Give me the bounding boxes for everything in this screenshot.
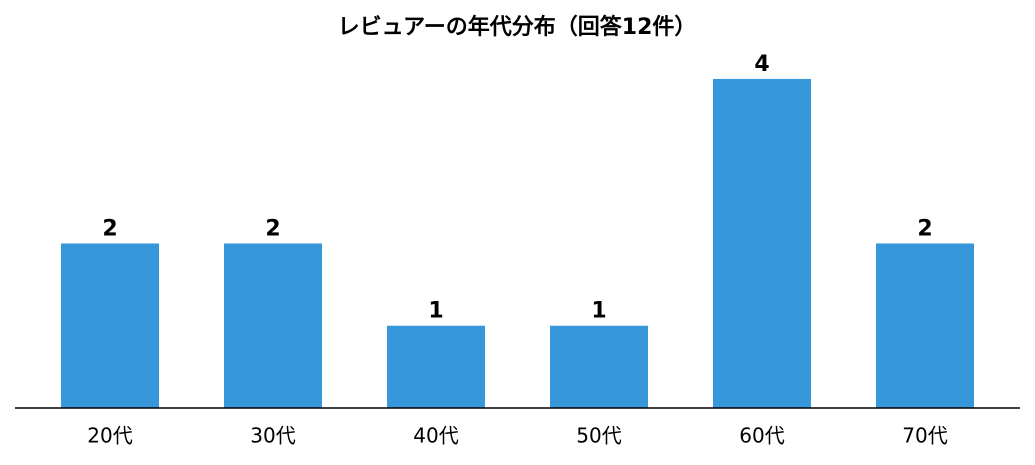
- bar: [876, 243, 974, 408]
- value-label: 1: [591, 299, 606, 324]
- x-tick-label: 40代: [413, 424, 458, 448]
- x-tick-label: 60代: [739, 424, 784, 448]
- bar: [550, 325, 648, 408]
- chart-title: レビュアーの年代分布（回答12件）: [338, 14, 697, 40]
- value-label: 4: [754, 52, 769, 77]
- x-tick-label: 30代: [250, 424, 295, 448]
- x-tick-label: 20代: [87, 424, 132, 448]
- x-tick-label: 50代: [576, 424, 621, 448]
- bar: [61, 243, 159, 408]
- x-tick-label: 70代: [902, 424, 947, 448]
- value-label: 2: [917, 216, 932, 241]
- bar: [713, 78, 811, 408]
- bar: [387, 325, 485, 408]
- value-label: 2: [265, 216, 280, 241]
- value-label: 1: [428, 299, 443, 324]
- value-label: 2: [102, 216, 117, 241]
- bar: [224, 243, 322, 408]
